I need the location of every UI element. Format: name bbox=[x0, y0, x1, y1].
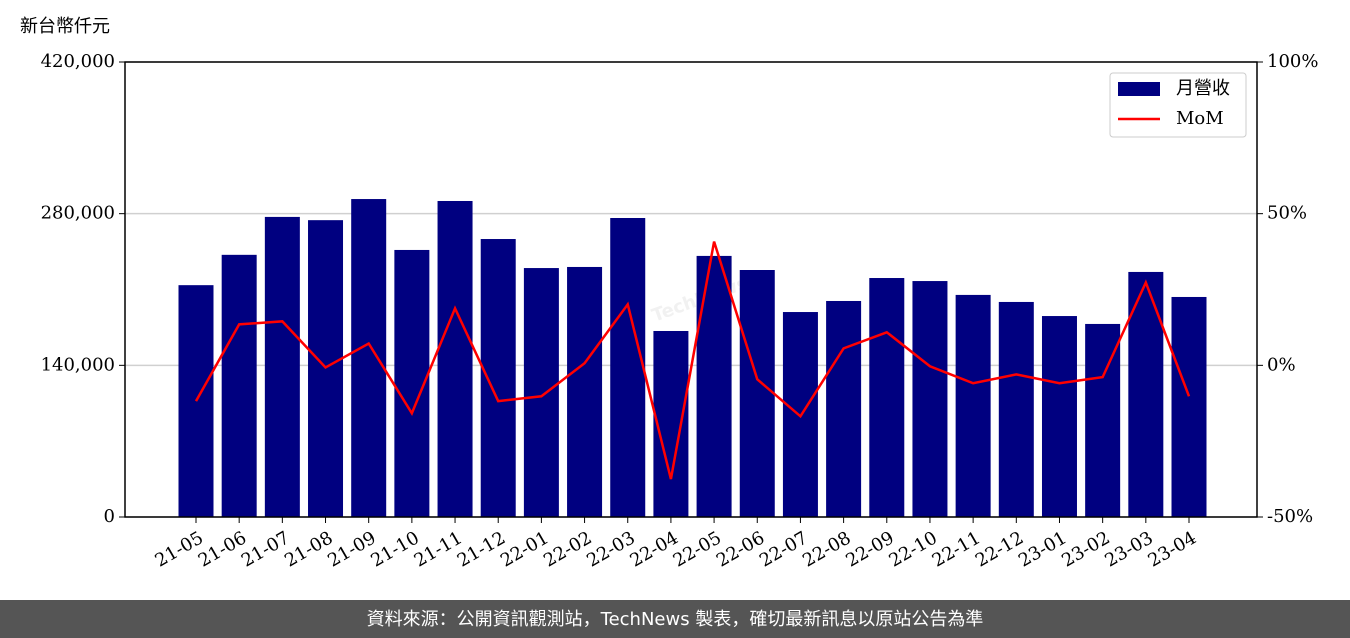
bar bbox=[480, 239, 516, 517]
x-tick-label: 23-01 bbox=[1015, 527, 1070, 571]
x-tick-label: 23-03 bbox=[1101, 527, 1156, 571]
bar bbox=[696, 255, 732, 517]
plot-frame bbox=[124, 61, 1258, 518]
y2-tick-label: 0% bbox=[1267, 354, 1296, 375]
x-tick-label: 22-01 bbox=[497, 527, 552, 571]
x-tick-label: 21-12 bbox=[454, 527, 509, 571]
bar bbox=[998, 301, 1034, 517]
x-tick-label: 21-10 bbox=[367, 527, 422, 571]
y-tick-label: 420,000 bbox=[41, 51, 115, 72]
x-tick-label: 21-06 bbox=[195, 527, 250, 571]
bar bbox=[221, 254, 257, 518]
x-tick-label: 22-05 bbox=[670, 527, 725, 571]
x-tick-label: 21-08 bbox=[281, 527, 336, 571]
x-tick-label: 22-12 bbox=[972, 527, 1027, 571]
x-tick-label: 22-03 bbox=[583, 527, 638, 571]
x-tick-label: 21-05 bbox=[152, 527, 207, 571]
x-tick-label: 23-02 bbox=[1058, 527, 1113, 571]
y-tick-label: 0 bbox=[104, 506, 115, 527]
y-tick-label: 280,000 bbox=[41, 203, 115, 224]
y-tick-label: 140,000 bbox=[41, 354, 115, 375]
bar bbox=[1041, 316, 1077, 517]
bar bbox=[351, 199, 387, 517]
x-tick-label: 22-06 bbox=[713, 527, 768, 571]
bar bbox=[264, 216, 300, 517]
legend-label: 月營收 bbox=[1176, 78, 1230, 99]
x-tick-label: 22-10 bbox=[886, 527, 941, 571]
bar bbox=[739, 270, 775, 517]
y2-tick-label: -50% bbox=[1267, 506, 1313, 527]
bar bbox=[653, 330, 689, 517]
bar bbox=[1171, 296, 1207, 517]
x-tick-label: 22-04 bbox=[626, 527, 681, 571]
legend-swatch bbox=[1118, 82, 1160, 96]
bar bbox=[567, 266, 603, 517]
x-tick-label: 22-08 bbox=[799, 527, 854, 571]
x-tick-label: 22-02 bbox=[540, 527, 595, 571]
line bbox=[194, 241, 1191, 480]
x-tick-label: 22-11 bbox=[929, 527, 984, 571]
y2-tick-label: 100% bbox=[1267, 51, 1318, 72]
x-tick-label: 21-07 bbox=[238, 527, 293, 571]
footer-band bbox=[0, 600, 1350, 638]
bar bbox=[523, 268, 559, 517]
bar bbox=[610, 218, 646, 517]
x-tick-label: 21-09 bbox=[324, 527, 379, 571]
x-tick-label: 23-04 bbox=[1145, 527, 1200, 571]
bar bbox=[912, 281, 948, 517]
bar bbox=[826, 300, 862, 517]
bar bbox=[437, 200, 473, 517]
legend: 月營收 MoM bbox=[1109, 72, 1247, 138]
x-tick-label: 22-07 bbox=[756, 527, 811, 571]
x-tick-label: 22-09 bbox=[842, 527, 897, 571]
x-tick-label: 21-11 bbox=[411, 527, 466, 571]
source-note: 資料來源：公開資訊觀測站，TechNews 製表，確切最新訊息以原站公告為準 bbox=[367, 609, 984, 630]
legend-label: MoM bbox=[1176, 108, 1224, 129]
y-axis-label: 新台幣仟元 bbox=[20, 16, 110, 37]
bar bbox=[1085, 323, 1121, 517]
bar bbox=[869, 278, 905, 517]
bar bbox=[955, 294, 991, 517]
y2-tick-label: 50% bbox=[1267, 203, 1307, 224]
